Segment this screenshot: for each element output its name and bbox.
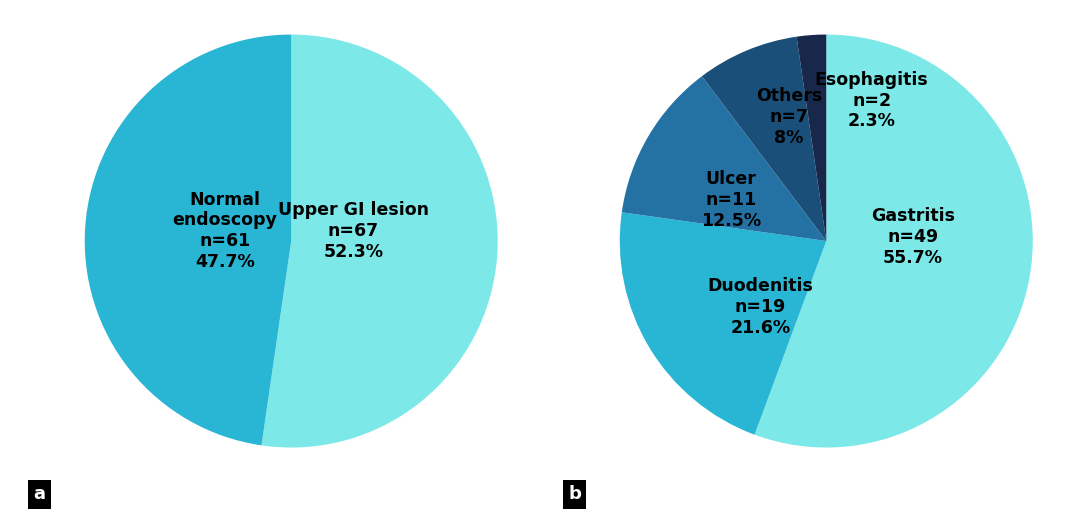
Text: Ulcer
n=11
12.5%: Ulcer n=11 12.5% (701, 170, 761, 229)
Text: Normal
endoscopy
n=61
47.7%: Normal endoscopy n=61 47.7% (172, 190, 278, 271)
Wedge shape (797, 34, 826, 241)
Text: Others
n=7
8%: Others n=7 8% (756, 87, 823, 147)
Wedge shape (622, 76, 826, 241)
Text: Duodenitis
n=19
21.6%: Duodenitis n=19 21.6% (707, 278, 813, 337)
Text: a: a (34, 485, 46, 503)
Wedge shape (85, 34, 292, 445)
Wedge shape (261, 34, 498, 447)
Wedge shape (701, 37, 826, 241)
Text: b: b (568, 485, 581, 503)
Wedge shape (620, 212, 826, 435)
Text: Gastritis
n=49
55.7%: Gastritis n=49 55.7% (872, 207, 955, 267)
Text: Upper GI lesion
n=67
52.3%: Upper GI lesion n=67 52.3% (278, 201, 428, 261)
Wedge shape (754, 34, 1033, 447)
Text: Esophagitis
n=2
2.3%: Esophagitis n=2 2.3% (815, 71, 929, 130)
